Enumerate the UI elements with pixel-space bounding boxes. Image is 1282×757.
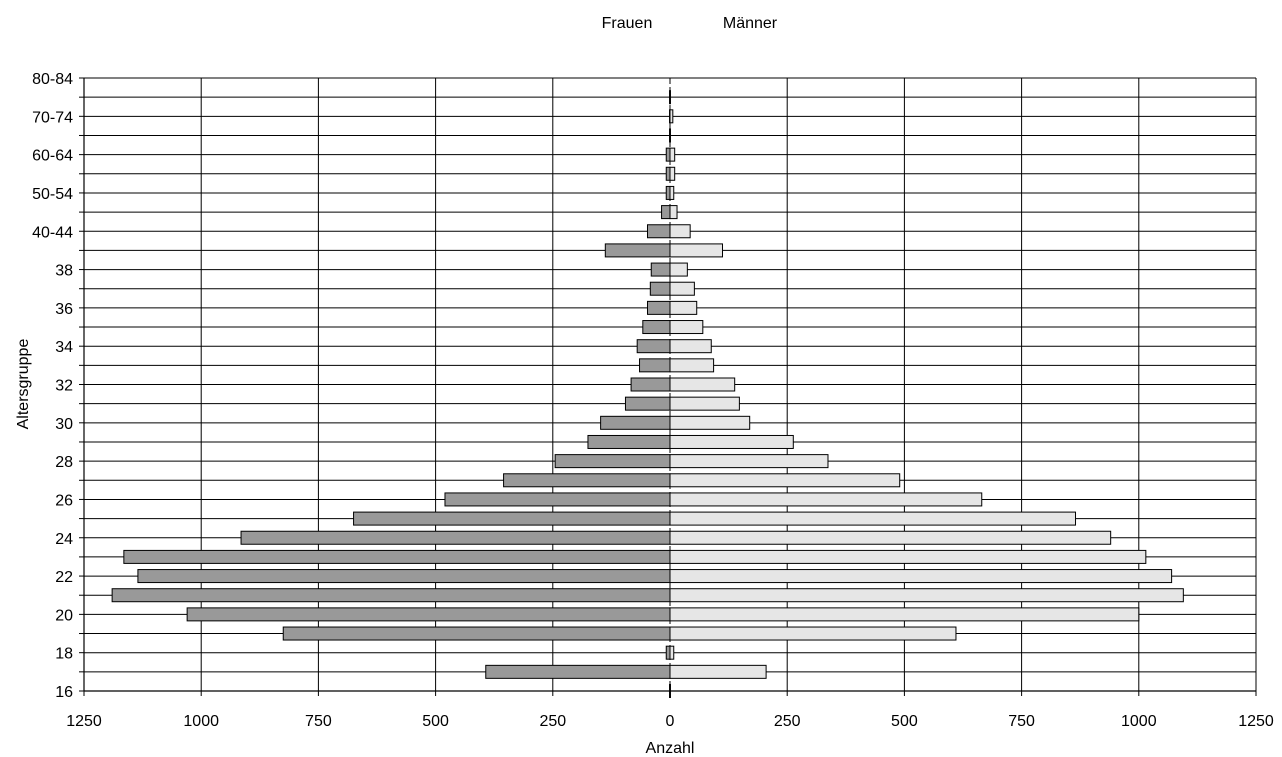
bar-frauen [639,358,671,373]
bar-frauen [649,281,671,296]
y-tick-label: 34 [55,339,73,356]
y-tick-label: 20 [55,607,73,624]
bar-maenner [669,664,767,679]
bar-maenner [669,415,751,430]
bar-maenner [669,645,675,660]
y-tick-label: 38 [55,263,73,280]
x-tick-label: 1000 [183,713,219,730]
bar-maenner [669,243,724,258]
bar-frauen [587,434,671,449]
bar-maenner [669,166,676,181]
bar-frauen [503,473,671,488]
y-tick-label: 50-54 [32,186,73,203]
x-tick-label: 1000 [1121,713,1157,730]
bar-maenner [669,549,1147,564]
y-tick-label: 18 [55,646,73,663]
y-tick-label: 32 [55,378,73,395]
legend-frauen: Frauen [602,15,653,32]
y-tick-label: 28 [55,454,73,471]
bar-maenner [669,281,695,296]
x-axis-label: Anzahl [646,740,695,757]
bar-frauen [186,607,671,622]
bar-frauen [600,415,671,430]
bar-frauen [604,243,671,258]
bar-maenner [669,358,715,373]
bar-maenner [669,320,704,335]
bar-maenner [669,454,829,469]
bar-maenner [669,224,691,239]
bar-maenner [669,434,794,449]
bar-maenner [669,511,1077,526]
bar-frauen [665,147,671,162]
bar-frauen [665,185,671,200]
x-tick-label: 750 [305,713,332,730]
bar-frauen [137,569,671,584]
legend-maenner: Männer [723,15,778,32]
bar-maenner [669,185,675,200]
bar-frauen [240,530,671,545]
bar-frauen [111,588,671,603]
axes [79,77,1257,696]
bar-frauen [636,339,671,354]
bar-frauen [444,492,671,507]
y-tick-label: 36 [55,301,73,318]
bar-maenner [669,607,1140,622]
tick-labels: 16 18 20 22 24 26 28 30 32 34 36 38 40-44 50-54 60-64 7… [32,71,1274,730]
bar-maenner [669,396,740,411]
bar-frauen [624,396,671,411]
x-tick-label: 1250 [66,713,102,730]
bar-frauen [650,262,671,277]
bar-frauen [665,166,671,181]
bar-frauen [554,454,671,469]
y-tick-label: 22 [55,569,73,586]
bar-maenner [669,626,957,641]
x-tick-label: 250 [539,713,566,730]
bar-maenner [669,530,1112,545]
bar-frauen [646,300,671,315]
bar-maenner [669,205,678,220]
bar-maenner [669,147,676,162]
x-tick-label: 750 [1008,713,1035,730]
bar-maenner [669,377,736,392]
y-axis-label: Altersgruppe [15,339,32,430]
bar-frauen [661,205,671,220]
bar-frauen [123,549,671,564]
bar-frauen [353,511,671,526]
bars [111,90,1184,698]
bar-frauen [282,626,671,641]
bar-maenner [669,339,712,354]
y-tick-label: 26 [55,492,73,509]
y-tick-label: 80-84 [32,71,73,88]
bar-maenner [669,300,698,315]
x-tick-label: 250 [774,713,801,730]
bar-frauen [646,224,671,239]
y-tick-label: 60-64 [32,148,73,165]
x-tick-label: 0 [666,713,675,730]
y-tick-label: 24 [55,531,73,548]
bar-maenner [669,588,1184,603]
y-tick-label: 40-44 [32,224,73,241]
bar-frauen [485,664,671,679]
x-tick-label: 1250 [1238,713,1274,730]
bar-maenner [669,569,1173,584]
x-tick-label: 500 [422,713,449,730]
bar-frauen [642,320,671,335]
bar-frauen [630,377,671,392]
x-tick-label: 500 [891,713,918,730]
y-tick-label: 16 [55,684,73,701]
bar-frauen [665,645,671,660]
bar-maenner [669,262,688,277]
y-tick-label: 70-74 [32,109,73,126]
bar-maenner [669,473,901,488]
y-tick-label: 30 [55,416,73,433]
bar-maenner [669,492,983,507]
